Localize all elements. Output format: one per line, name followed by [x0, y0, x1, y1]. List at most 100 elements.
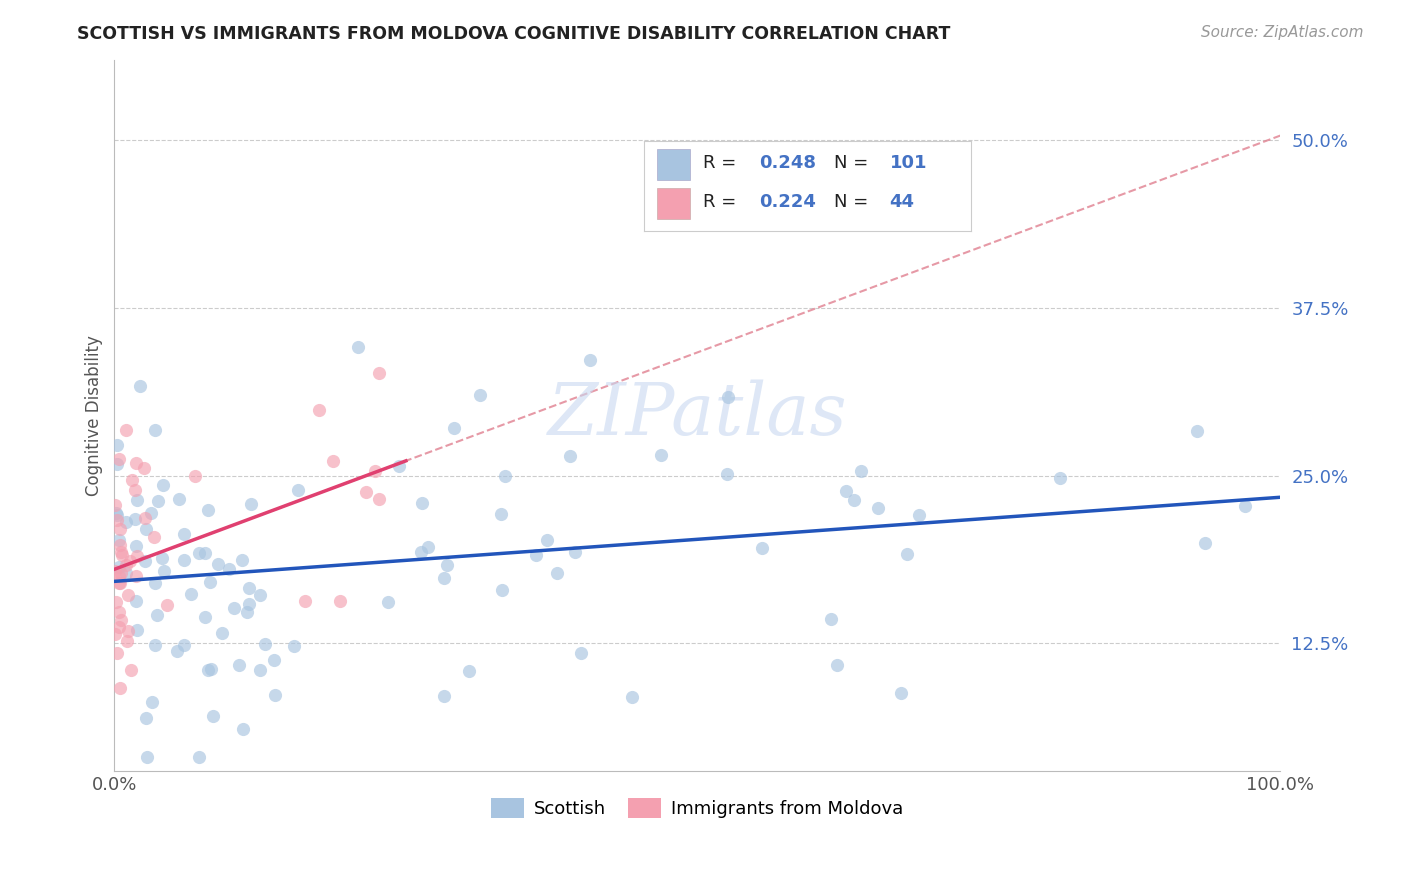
Point [125, 539, 148, 553]
Point [411, 496, 433, 510]
Point [363, 465, 385, 479]
Point [418, 540, 440, 554]
Text: ZIPatlas: ZIPatlas [547, 380, 848, 450]
Point [235, 605, 257, 619]
Point [108, 533, 131, 548]
Point [717, 390, 740, 404]
Point [868, 500, 890, 515]
Point [377, 595, 399, 609]
Point [150, 550, 173, 565]
Point [851, 464, 873, 478]
Point [105, 513, 128, 527]
Point [111, 548, 134, 562]
Point [409, 545, 432, 559]
Point [354, 485, 377, 500]
Text: N =: N = [834, 193, 875, 211]
Text: R =: R = [703, 153, 742, 172]
Point [908, 508, 931, 523]
Point [173, 638, 195, 652]
Point [117, 588, 139, 602]
Point [287, 483, 309, 497]
Point [197, 503, 219, 517]
Point [127, 549, 149, 563]
Point [129, 379, 152, 393]
Point [436, 558, 458, 572]
Point [524, 548, 547, 562]
Point [125, 569, 148, 583]
Point [110, 575, 132, 590]
Point [167, 491, 190, 506]
Point [110, 613, 132, 627]
Point [117, 624, 139, 639]
Text: 101: 101 [890, 153, 927, 172]
Point [896, 547, 918, 561]
Point [104, 564, 127, 578]
Point [104, 498, 127, 512]
Point [238, 598, 260, 612]
Point [134, 511, 156, 525]
Point [108, 538, 131, 552]
Point [238, 581, 260, 595]
Point [820, 612, 842, 626]
Point [184, 468, 207, 483]
Point [558, 449, 581, 463]
Point [294, 594, 316, 608]
Point [125, 623, 148, 637]
Point [329, 594, 352, 608]
Point [308, 403, 330, 417]
Point [110, 522, 132, 536]
Point [108, 606, 131, 620]
Point [110, 566, 132, 581]
Point [108, 452, 131, 467]
Point [322, 454, 344, 468]
Point [145, 575, 167, 590]
Point [180, 587, 202, 601]
Point [620, 690, 643, 704]
Point [143, 423, 166, 437]
Point [1194, 536, 1216, 550]
Point [579, 352, 602, 367]
Point [118, 554, 141, 568]
Point [105, 646, 128, 660]
Point [433, 690, 456, 704]
Point [347, 341, 370, 355]
Point [494, 468, 516, 483]
Point [218, 562, 240, 576]
Point [108, 560, 131, 574]
Point [569, 646, 592, 660]
Text: 44: 44 [890, 193, 914, 211]
Point [232, 723, 254, 737]
Point [194, 546, 217, 560]
Point [890, 686, 912, 700]
Point [457, 665, 479, 679]
Point [155, 598, 177, 612]
Point [124, 483, 146, 497]
Point [650, 448, 672, 462]
Point [489, 507, 512, 521]
Point [115, 566, 138, 580]
Point [125, 492, 148, 507]
Legend: Scottish, Immigrants from Moldova: Scottish, Immigrants from Moldova [484, 790, 911, 826]
Bar [658, 188, 690, 219]
Point [124, 512, 146, 526]
Point [211, 625, 233, 640]
Point [143, 638, 166, 652]
Point [125, 456, 148, 470]
Point [751, 541, 773, 555]
Point [1185, 424, 1208, 438]
Point [104, 626, 127, 640]
Point [433, 571, 456, 585]
Point [387, 458, 409, 473]
Point [105, 457, 128, 471]
Point [564, 545, 586, 559]
Point [228, 657, 250, 672]
Point [105, 437, 128, 451]
Point [115, 515, 138, 529]
Text: 0.248: 0.248 [759, 153, 815, 172]
Point [468, 388, 491, 402]
Point [491, 582, 513, 597]
Point [197, 664, 219, 678]
Text: N =: N = [834, 153, 875, 172]
Point [134, 460, 156, 475]
Point [141, 695, 163, 709]
